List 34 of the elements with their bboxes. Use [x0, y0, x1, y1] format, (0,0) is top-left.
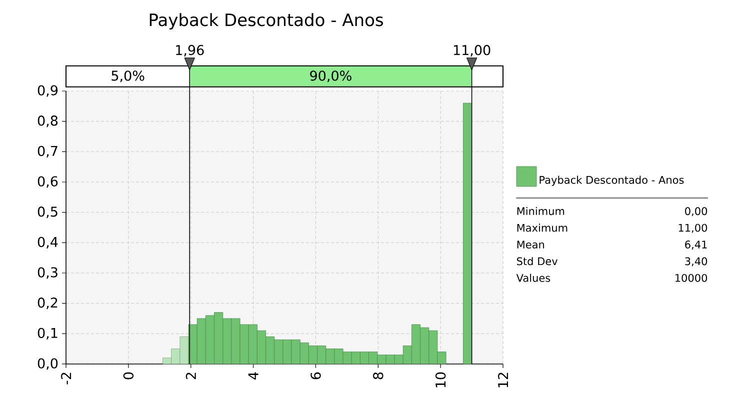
x-tick-label: 10: [435, 372, 446, 388]
y-tick-label: 0,1: [38, 328, 58, 340]
text: 5,0%: [112, 70, 144, 82]
text: 6,41: [685, 240, 707, 250]
x-tick-label: 6: [310, 372, 321, 380]
y-tick-label: 0,0: [38, 358, 58, 370]
text: 90,0%: [310, 70, 352, 82]
ref-line-label: 11,00: [454, 44, 490, 57]
x-tick-label: 4: [248, 372, 258, 380]
text: 11,00: [678, 224, 708, 233]
chart-title: Payback Descontado - Anos: [150, 13, 383, 30]
y-tick-label: 0,7: [38, 146, 58, 158]
text: Mean: [517, 240, 544, 248]
y-tick-label: 0,6: [38, 176, 58, 188]
y-tick-label: 0,8: [38, 116, 58, 128]
x-tick-label: 8: [373, 372, 384, 380]
x-tick-label: 0: [123, 372, 134, 380]
y-tick-label: 0,3: [38, 267, 58, 279]
x-tick-label: 2: [186, 372, 196, 380]
y-tick-label: 0,5: [38, 206, 58, 218]
legend-label: Payback Descontado - Anos: [540, 176, 684, 186]
y-tick-label: 0,4: [38, 236, 58, 248]
text: Minimum: [517, 206, 564, 216]
y-tick-label: 0,2: [38, 298, 58, 310]
text: 3,40: [685, 257, 708, 266]
ref-line-label: 1,96: [176, 44, 204, 57]
x-tick-label: 12: [498, 372, 508, 388]
text: 10000: [675, 274, 708, 282]
y-tick-label: 0,9: [38, 85, 58, 97]
text: Values: [516, 274, 550, 282]
x-tick-label: -2: [60, 372, 72, 384]
text: Maximum: [517, 224, 568, 232]
text: Std Dev: [517, 257, 558, 266]
text: 0,00: [685, 207, 708, 216]
